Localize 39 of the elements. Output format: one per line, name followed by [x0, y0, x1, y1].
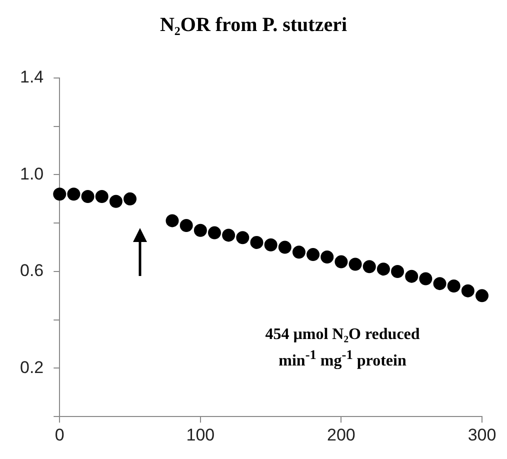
point [81, 190, 94, 204]
point [208, 226, 221, 240]
point [236, 231, 250, 244]
point [447, 279, 460, 292]
point [476, 289, 488, 302]
annotation: 454 µmol N₂O reduced min$^{-1}$ mg$^{-1}$ protein [264, 325, 421, 372]
point [362, 260, 376, 274]
point [53, 188, 66, 201]
y-tick-label: 1.0 [20, 164, 44, 184]
point [461, 284, 474, 298]
point [124, 192, 137, 206]
point [334, 255, 348, 268]
x-tick-label: 0 [54, 425, 64, 444]
point [250, 236, 264, 249]
point [306, 248, 320, 262]
point [95, 190, 108, 204]
point [109, 194, 122, 208]
x-tick-label: 300 [468, 425, 496, 444]
point [194, 224, 207, 237]
chart-title: N₂OR from P. stutzeri [158, 14, 348, 37]
point [419, 272, 432, 286]
point [264, 238, 278, 252]
point [292, 246, 306, 259]
point [320, 250, 334, 264]
point [348, 258, 362, 271]
point [67, 188, 80, 201]
y-tick-label: 0.2 [20, 358, 44, 377]
y-tick-label: 1.4 [20, 68, 44, 87]
point [376, 262, 390, 276]
y-tick-label: 0.6 [20, 261, 44, 280]
point [166, 214, 179, 228]
point [405, 270, 418, 283]
x-tick-label: 100 [186, 425, 215, 444]
point [222, 228, 236, 242]
point [391, 264, 404, 278]
point [180, 219, 193, 232]
x-tick-label: 200 [327, 425, 356, 444]
point [433, 277, 446, 290]
point [278, 240, 292, 254]
